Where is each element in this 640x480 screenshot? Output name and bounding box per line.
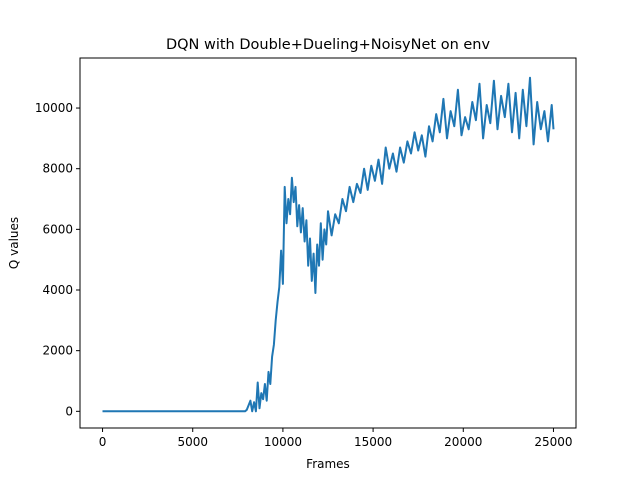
x-tick-label: 5000 bbox=[177, 435, 208, 449]
chart-title: DQN with Double+Dueling+NoisyNet on env bbox=[166, 37, 491, 53]
y-tick-label: 2000 bbox=[42, 344, 73, 358]
y-tick-label: 8000 bbox=[42, 162, 73, 176]
y-axis-label: Q values bbox=[7, 217, 21, 269]
x-axis-label: Frames bbox=[306, 457, 350, 471]
y-tick-label: 4000 bbox=[42, 283, 73, 297]
x-tick-label: 0 bbox=[99, 435, 107, 449]
x-tick-label: 10000 bbox=[264, 435, 302, 449]
x-tick-label: 20000 bbox=[444, 435, 482, 449]
x-tick-label: 15000 bbox=[354, 435, 392, 449]
series-layer bbox=[102, 76, 555, 413]
y-tick-label: 0 bbox=[65, 404, 73, 418]
y-axis-ticks: 0 2000 4000 6000 8000 10000 bbox=[35, 101, 80, 418]
x-axis-ticks: 0 5000 10000 15000 20000 25000 bbox=[99, 428, 573, 449]
y-tick-label: 6000 bbox=[42, 222, 73, 236]
x-tick-label: 25000 bbox=[534, 435, 572, 449]
y-tick-label: 10000 bbox=[35, 101, 73, 115]
axes-frame bbox=[79, 57, 577, 429]
series-line bbox=[102, 76, 555, 413]
plot-area bbox=[79, 57, 577, 429]
